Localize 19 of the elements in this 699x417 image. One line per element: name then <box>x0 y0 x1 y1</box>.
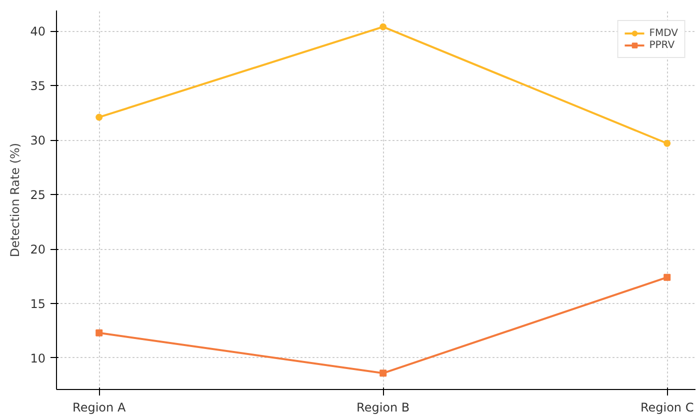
y-axis-title: Detection Rate (%) <box>8 142 22 258</box>
y-tick-label: 25 <box>30 188 46 202</box>
y-tick-label: 40 <box>30 24 46 39</box>
legend-label: FMDV <box>649 28 678 38</box>
x-tick-label: Region B <box>356 400 410 414</box>
x-tick-label: Region A <box>72 400 126 414</box>
point <box>96 329 103 336</box>
y-tick-label: 10 <box>30 351 46 366</box>
y-tick-label: 35 <box>30 79 46 94</box>
y-tick-label: 30 <box>30 134 46 148</box>
point <box>664 140 671 147</box>
point <box>380 370 387 377</box>
y-tick-label: 15 <box>30 296 46 311</box>
legend-label: PPRV <box>649 40 675 50</box>
point <box>380 23 387 30</box>
y-tick-label: 20 <box>30 242 46 257</box>
x-tick-label: Region C <box>640 400 694 414</box>
point <box>664 274 671 281</box>
point <box>96 114 103 121</box>
